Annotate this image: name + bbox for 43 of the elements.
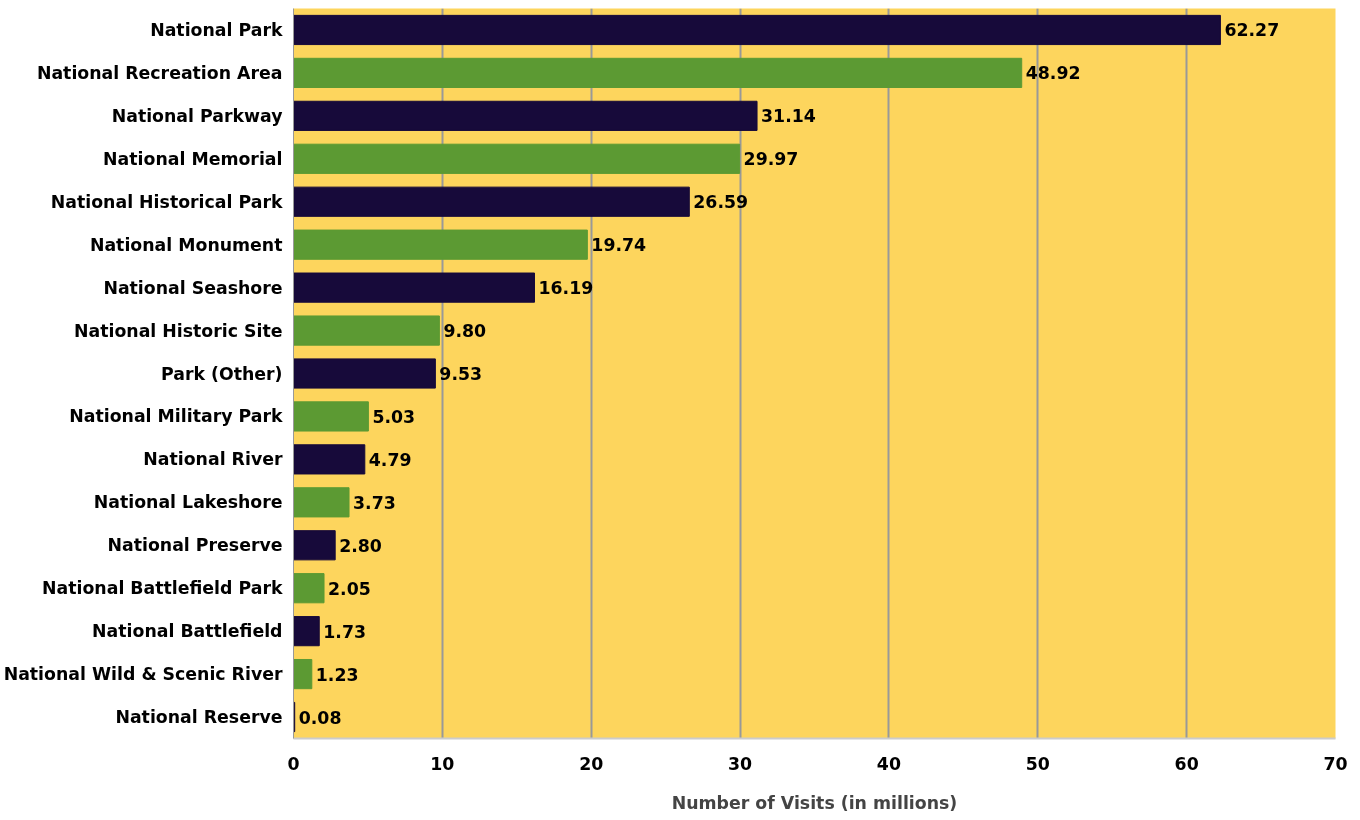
data-label: 9.80 bbox=[443, 321, 487, 342]
x-tick-label: 30 bbox=[728, 753, 753, 774]
y-tick-label: National River bbox=[143, 449, 283, 470]
y-tick-label: National Battlefield bbox=[92, 621, 283, 642]
data-label: 2.80 bbox=[339, 535, 382, 556]
x-axis-title: Number of Visits (in millions) bbox=[671, 792, 958, 813]
data-label: 29.97 bbox=[743, 149, 799, 170]
x-tick-label: 20 bbox=[579, 753, 604, 774]
data-label: 5.03 bbox=[372, 406, 416, 427]
y-tick-label: National Wild & Scenic River bbox=[3, 664, 283, 685]
y-tick-label: National Military Park bbox=[69, 406, 283, 427]
y-tick-label: National Lakeshore bbox=[93, 492, 283, 513]
y-tick-label: Park (Other) bbox=[160, 363, 283, 384]
data-label: 4.79 bbox=[368, 449, 412, 470]
data-label: 16.19 bbox=[538, 278, 594, 299]
y-tick-label: National Parkway bbox=[111, 105, 283, 126]
data-label: 2.05 bbox=[328, 578, 371, 599]
y-tick-label: National Park bbox=[150, 19, 283, 40]
y-tick-label: National Preserve bbox=[107, 535, 283, 556]
data-label: 3.73 bbox=[353, 492, 396, 513]
y-tick-label: National Memorial bbox=[103, 148, 283, 169]
data-label: 1.73 bbox=[323, 621, 367, 642]
y-tick-label: National Battlefield Park bbox=[42, 578, 283, 599]
x-tick-label: 60 bbox=[1174, 753, 1199, 774]
x-tick-label: 70 bbox=[1323, 753, 1348, 774]
data-label: 9.53 bbox=[439, 364, 483, 384]
data-label: 62.27 bbox=[1224, 20, 1280, 41]
data-label: 48.92 bbox=[1025, 63, 1081, 84]
x-tick-label: 10 bbox=[430, 753, 455, 774]
x-tick-label: 50 bbox=[1025, 753, 1050, 774]
y-tick-label: National Monument bbox=[89, 234, 283, 255]
data-label: 26.59 bbox=[693, 192, 749, 213]
data-label: 1.23 bbox=[315, 664, 359, 685]
y-tick-label: National Reserve bbox=[115, 707, 283, 728]
y-tick-label: National Seashore bbox=[103, 277, 283, 298]
data-label: 31.14 bbox=[761, 106, 816, 127]
y-tick-label: National Historical Park bbox=[50, 191, 283, 212]
data-label: 0.08 bbox=[298, 707, 342, 728]
x-tick-label: 0 bbox=[287, 753, 300, 774]
data-label: 19.74 bbox=[591, 235, 647, 256]
x-tick-label: 40 bbox=[876, 753, 901, 774]
y-tick-label: National Recreation Area bbox=[36, 62, 283, 83]
y-tick-label: National Historic Site bbox=[73, 320, 283, 341]
